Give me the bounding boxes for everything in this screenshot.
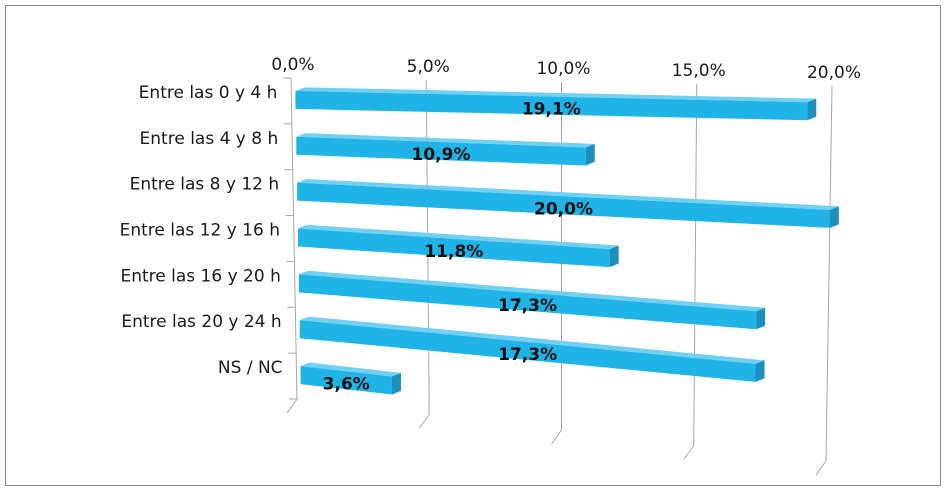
category-label: Entre las 0 y 4 h bbox=[139, 83, 278, 103]
bar-end-face bbox=[755, 360, 765, 382]
bar-front-face bbox=[298, 274, 757, 330]
bar-top-face bbox=[300, 362, 401, 377]
category-label: Entre las 16 y 20 h bbox=[120, 266, 280, 286]
bar bbox=[300, 362, 401, 395]
data-label: 20,0% bbox=[534, 199, 593, 219]
category-label: Entre las 12 y 16 h bbox=[120, 221, 280, 241]
data-label: 11,8% bbox=[424, 242, 483, 262]
bar-end-face bbox=[756, 307, 766, 330]
bar-end-face bbox=[391, 372, 401, 395]
bar-chart: 0,0% 5,0% 10,0% 15,0% 20,0% Entre las 0 y 4 h… bbox=[120, 55, 861, 476]
bar-front-face bbox=[299, 320, 756, 382]
bar-end-face bbox=[829, 206, 839, 228]
bar bbox=[296, 133, 595, 166]
bar-end-face bbox=[807, 98, 817, 121]
category-label: Entre las 8 y 12 h bbox=[130, 175, 280, 195]
bar-end-face bbox=[609, 245, 619, 268]
gridline-foot bbox=[815, 460, 827, 476]
bar-front-face bbox=[295, 90, 808, 121]
gridline-foot bbox=[551, 429, 562, 445]
gridline-foot bbox=[418, 414, 430, 429]
bar-front-face bbox=[297, 182, 830, 228]
x-tick-label: 0,0% bbox=[271, 55, 314, 75]
bar-top-face bbox=[298, 224, 619, 250]
bars bbox=[295, 87, 839, 395]
x-tick-label: 5,0% bbox=[407, 57, 450, 77]
category-label: NS / NC bbox=[218, 358, 283, 378]
bar bbox=[297, 179, 839, 228]
bar-front-face bbox=[296, 136, 586, 166]
bar-front-face bbox=[300, 366, 392, 395]
bar-top-face bbox=[299, 316, 765, 364]
gridline-foot bbox=[286, 398, 298, 414]
bar-top-face bbox=[298, 270, 766, 312]
chart-frame: 0,0% 5,0% 10,0% 15,0% 20,0% Entre las 0 y 4 h… bbox=[5, 5, 941, 486]
bar-top-face bbox=[296, 133, 595, 148]
bar-top-face bbox=[297, 179, 839, 210]
x-tick-label: 10,0% bbox=[536, 59, 590, 79]
gridline bbox=[693, 83, 698, 446]
bar bbox=[299, 316, 765, 382]
x-tick-label: 20,0% bbox=[807, 63, 861, 83]
labels: 0,0% 5,0% 10,0% 15,0% 20,0% Entre las 0 y 4 h… bbox=[120, 55, 861, 394]
data-label: 17,3% bbox=[498, 296, 557, 316]
bar-front-face bbox=[298, 228, 610, 268]
gridline bbox=[825, 85, 833, 462]
data-label: 3,6% bbox=[323, 374, 370, 394]
gridline-foot bbox=[683, 445, 695, 460]
category-label: Entre las 20 y 24 h bbox=[121, 312, 281, 332]
bar-end-face bbox=[585, 143, 595, 166]
bar-top-face bbox=[295, 87, 817, 103]
x-tick-label: 15,0% bbox=[672, 61, 726, 81]
data-label: 19,1% bbox=[522, 100, 581, 120]
data-label: 10,9% bbox=[412, 145, 471, 165]
gridline bbox=[290, 77, 298, 400]
bar bbox=[298, 270, 766, 330]
data-label: 17,3% bbox=[498, 345, 557, 365]
category-label: Entre las 4 y 8 h bbox=[140, 129, 279, 149]
bar bbox=[295, 87, 817, 121]
bar bbox=[298, 224, 619, 268]
